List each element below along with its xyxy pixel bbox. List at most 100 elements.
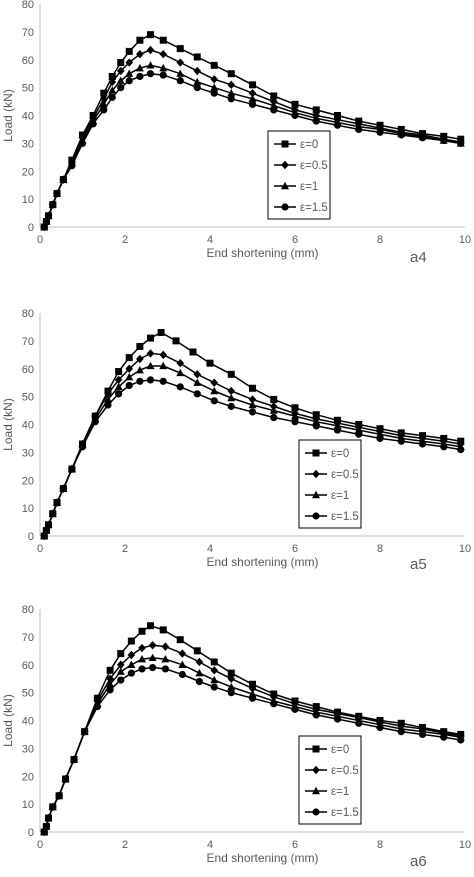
marker-circle [70, 755, 78, 764]
marker-circle [42, 526, 50, 535]
x-tick-label: 4 [207, 839, 213, 851]
marker-square [125, 354, 133, 362]
x-tick-label: 2 [122, 839, 128, 851]
marker-circle [136, 377, 144, 385]
marker-diamond [146, 45, 155, 55]
marker-triangle [146, 361, 155, 370]
marker-circle [136, 72, 144, 81]
marker-circle [149, 663, 157, 672]
marker-diamond [210, 75, 219, 84]
y-tick-label: 80 [22, 0, 34, 11]
legend-label: ε=0.5 [300, 160, 328, 172]
marker-diamond [176, 358, 185, 368]
marker-triangle [127, 660, 136, 668]
marker-triangle [138, 654, 146, 663]
chart-panel-a5: 0 10 20 30 40 50 60 70 80 0 2 4 6 8 10 End shortening (… [1, 308, 471, 573]
marker-triangle [176, 69, 185, 77]
y-tick-label: 60 [22, 364, 34, 376]
marker-diamond [106, 674, 114, 683]
x-tick-label: 10 [459, 839, 471, 851]
marker-circle [40, 223, 48, 231]
marker-circle [78, 443, 87, 451]
marker-circle [457, 736, 465, 744]
x-tick-label: 4 [207, 234, 213, 246]
marker-circle [248, 408, 257, 416]
marker-square [176, 45, 184, 53]
panel-label: a5 [410, 556, 427, 573]
marker-diamond [125, 58, 134, 67]
marker-diamond [108, 77, 117, 87]
marker-circle [248, 694, 257, 702]
marker-circle [195, 677, 203, 686]
marker-circle [159, 377, 167, 385]
marker-circle [178, 670, 186, 679]
marker-diamond [227, 674, 236, 683]
marker-circle [418, 730, 427, 739]
marker-circle [78, 139, 87, 147]
legend-label: ε=1 [300, 181, 318, 193]
marker-circle [397, 728, 405, 736]
marker-square [270, 395, 278, 403]
panel-label: a6 [410, 853, 427, 870]
marker-diamond [193, 66, 202, 76]
marker-square [189, 348, 197, 356]
marker-circle [440, 136, 448, 145]
marker-triangle [291, 411, 299, 420]
y-axis-title: Load (kN) [1, 398, 15, 451]
marker-circle [49, 201, 57, 209]
marker-circle [333, 715, 342, 723]
marker-diamond [104, 389, 112, 399]
y-axis-title: Load (kN) [1, 694, 15, 747]
marker-triangle [281, 181, 289, 190]
marker-diamond [248, 89, 257, 98]
marker-square [159, 36, 167, 44]
marker-circle [53, 189, 61, 198]
marker-circle [44, 814, 53, 822]
marker-square [172, 337, 180, 345]
marker-circle [106, 686, 114, 694]
marker-square [270, 92, 278, 100]
marker-circle [418, 134, 427, 142]
marker-diamond [136, 354, 144, 364]
marker-diamond [161, 642, 170, 651]
marker-diamond [312, 469, 320, 479]
marker-triangle [161, 654, 170, 663]
marker-circle [59, 485, 67, 493]
marker-square [136, 342, 144, 350]
marker-square [291, 404, 299, 412]
marker-diamond [159, 49, 168, 59]
marker-diamond [248, 395, 257, 404]
marker-square [147, 622, 154, 630]
marker-circle [68, 465, 76, 473]
marker-square [117, 650, 125, 658]
marker-triangle [159, 63, 168, 72]
y-tick-label: 60 [22, 55, 34, 67]
marker-square [138, 627, 146, 635]
marker-circle [146, 70, 155, 78]
marker-circle [281, 203, 289, 211]
marker-diamond [148, 641, 157, 650]
y-tick-label: 60 [22, 660, 34, 672]
marker-circle [68, 162, 76, 170]
legend: ε=0 ε=0.5 ε=1 ε=1.5 [298, 735, 362, 825]
marker-triangle [210, 675, 219, 684]
marker-square [115, 368, 123, 376]
y-tick-label: 10 [22, 503, 34, 515]
legend-label: ε=0 [331, 448, 349, 460]
marker-circle [93, 702, 101, 711]
marker-circle [376, 128, 384, 136]
y-tick-label: 40 [22, 111, 34, 123]
marker-triangle [248, 94, 257, 102]
legend: ε=0 ε=0.5 ε=1 ε=1.5 [298, 439, 362, 529]
x-tick-label: 8 [377, 234, 383, 246]
marker-square [193, 647, 201, 655]
x-tick-label: 8 [377, 543, 383, 555]
chart-panel-a6: 0 10 20 30 40 50 60 70 80 0 2 4 6 8 10 End shortening (… [1, 604, 471, 870]
legend-label: ε=1 [331, 490, 349, 502]
legend-label: ε=0.5 [331, 765, 359, 777]
marker-diamond [159, 350, 168, 360]
marker-diamond [227, 386, 236, 396]
marker-circle [146, 376, 155, 384]
marker-circle [81, 728, 89, 736]
marker-circle [270, 106, 278, 114]
